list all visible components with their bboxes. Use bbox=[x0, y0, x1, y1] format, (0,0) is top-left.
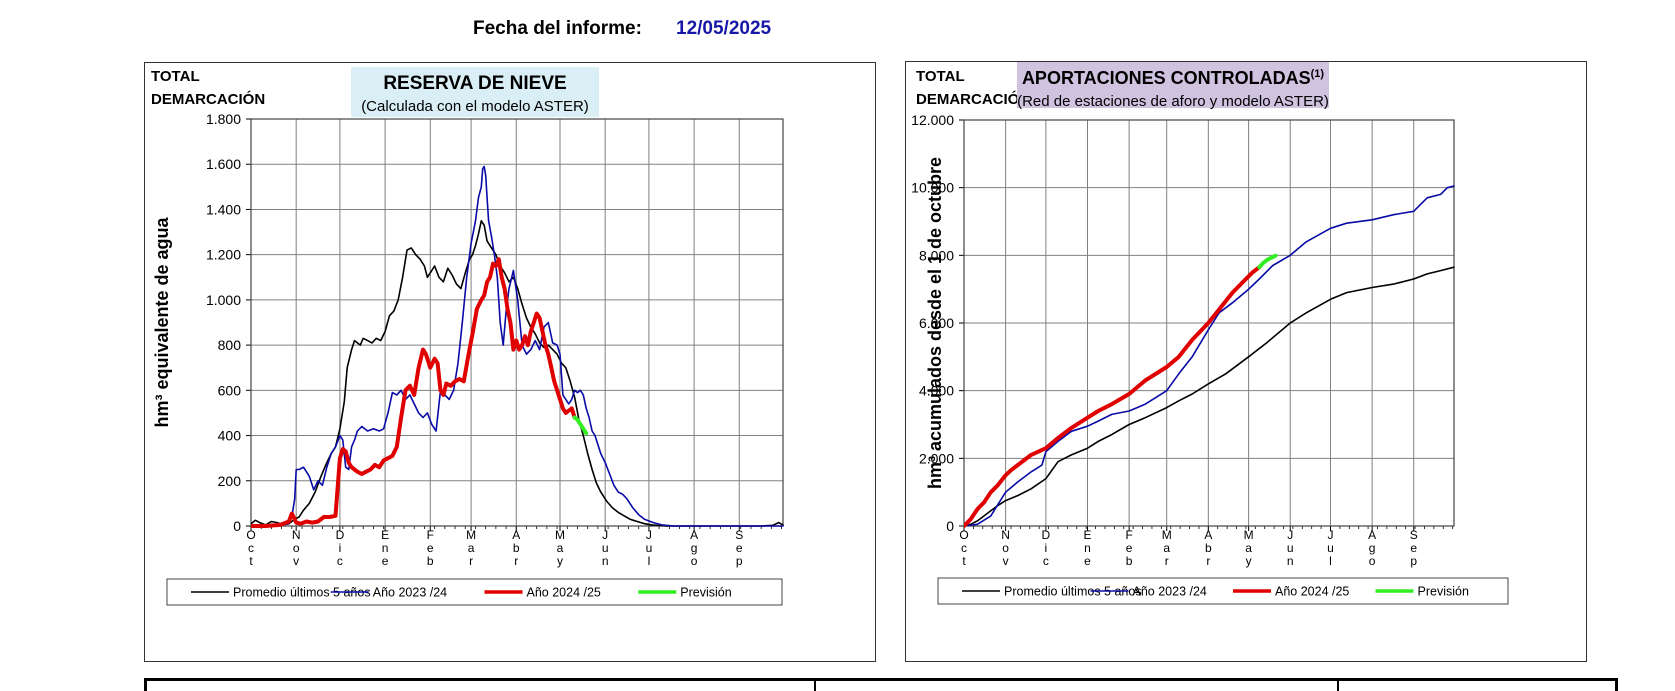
corner-label: TOTAL bbox=[151, 68, 200, 85]
y-tick-label: 1.000 bbox=[206, 292, 241, 308]
chart-title-box bbox=[351, 67, 599, 117]
series-line bbox=[964, 265, 1262, 528]
legend-label: Año 2024 /25 bbox=[527, 586, 601, 600]
plot-frame bbox=[250, 118, 784, 527]
y-axis-label: hm³ acumulados desde el 1 de octubre bbox=[925, 157, 945, 489]
y-axis-label: hm³ equivalente de agua bbox=[152, 216, 172, 427]
series-line bbox=[251, 220, 784, 527]
chart-title-superscript: (1) bbox=[1311, 68, 1325, 80]
legend-label: Promedio últimos 5 años bbox=[233, 586, 371, 600]
series-line bbox=[1257, 253, 1278, 270]
plot-frame bbox=[963, 119, 1455, 527]
chart-title: APORTACIONES CONTROLADAS(1) bbox=[1022, 68, 1324, 88]
y-tick-label: 600 bbox=[218, 382, 242, 398]
corner-label: TOTAL bbox=[916, 68, 965, 85]
legend-box bbox=[937, 577, 1509, 605]
snow-reserve-panel: TOTAL DEMARCACIÓN RESERVA DE NIEVE (Calcula… bbox=[144, 62, 876, 662]
y-tick-label: 1.600 bbox=[206, 156, 241, 172]
y-tick-label: 800 bbox=[218, 337, 242, 353]
series-line bbox=[251, 165, 784, 527]
legend-label: Año 2023 /24 bbox=[1133, 585, 1207, 599]
corner-label: DEMARCACIÓN bbox=[916, 90, 1030, 108]
series-line bbox=[251, 257, 577, 528]
legend-label: Año 2024 /25 bbox=[1275, 585, 1349, 599]
report-date-value: 12/05/2025 bbox=[676, 18, 772, 39]
chart-title: RESERVA DE NIEVE bbox=[383, 73, 566, 94]
y-tick-label: 0 bbox=[946, 518, 954, 534]
y-tick-label: 200 bbox=[218, 473, 242, 489]
bottom-table-edge bbox=[144, 678, 1618, 691]
y-tick-label: 1.200 bbox=[206, 247, 241, 263]
y-tick-label: 2.000 bbox=[919, 450, 954, 466]
snow-reserve-chart: TOTAL DEMARCACIÓN RESERVA DE NIEVE (Calcula… bbox=[151, 67, 784, 606]
legend-label: Previsión bbox=[1418, 585, 1469, 599]
controlled-contributions-chart: TOTAL DEMARCACIÓN APORTACIONES CONTROLADAS… bbox=[911, 62, 1509, 605]
y-tick-label: 1.800 bbox=[206, 111, 241, 127]
chart-subtitle: (Red de estaciones de aforo y modelo AST… bbox=[1017, 93, 1329, 110]
y-tick-label: 10.000 bbox=[911, 180, 954, 196]
series-line bbox=[964, 185, 1455, 527]
controlled-contributions-panel: TOTAL DEMARCACIÓN APORTACIONES CONTROLADAS… bbox=[905, 61, 1587, 662]
corner-label: DEMARCACIÓN bbox=[151, 90, 265, 108]
y-tick-label: 8.000 bbox=[919, 247, 954, 263]
legend-label: Previsión bbox=[680, 586, 731, 600]
series-line bbox=[572, 415, 589, 436]
y-tick-label: 1.400 bbox=[206, 201, 241, 217]
y-tick-label: 6.000 bbox=[919, 315, 954, 331]
legend-label: Año 2023 /24 bbox=[373, 586, 447, 600]
chart-title-box bbox=[1017, 62, 1329, 108]
series-line bbox=[964, 266, 1455, 527]
legend-label: Promedio últimos 5 años bbox=[1004, 585, 1142, 599]
y-tick-label: 0 bbox=[233, 518, 241, 534]
report-date-label: Fecha del informe: bbox=[473, 18, 642, 39]
y-tick-label: 12.000 bbox=[911, 112, 954, 128]
y-tick-label: 4.000 bbox=[919, 383, 954, 399]
y-tick-label: 400 bbox=[218, 428, 242, 444]
chart-subtitle: (Calculada con el modelo ASTER) bbox=[361, 98, 589, 115]
legend-box bbox=[166, 578, 783, 606]
